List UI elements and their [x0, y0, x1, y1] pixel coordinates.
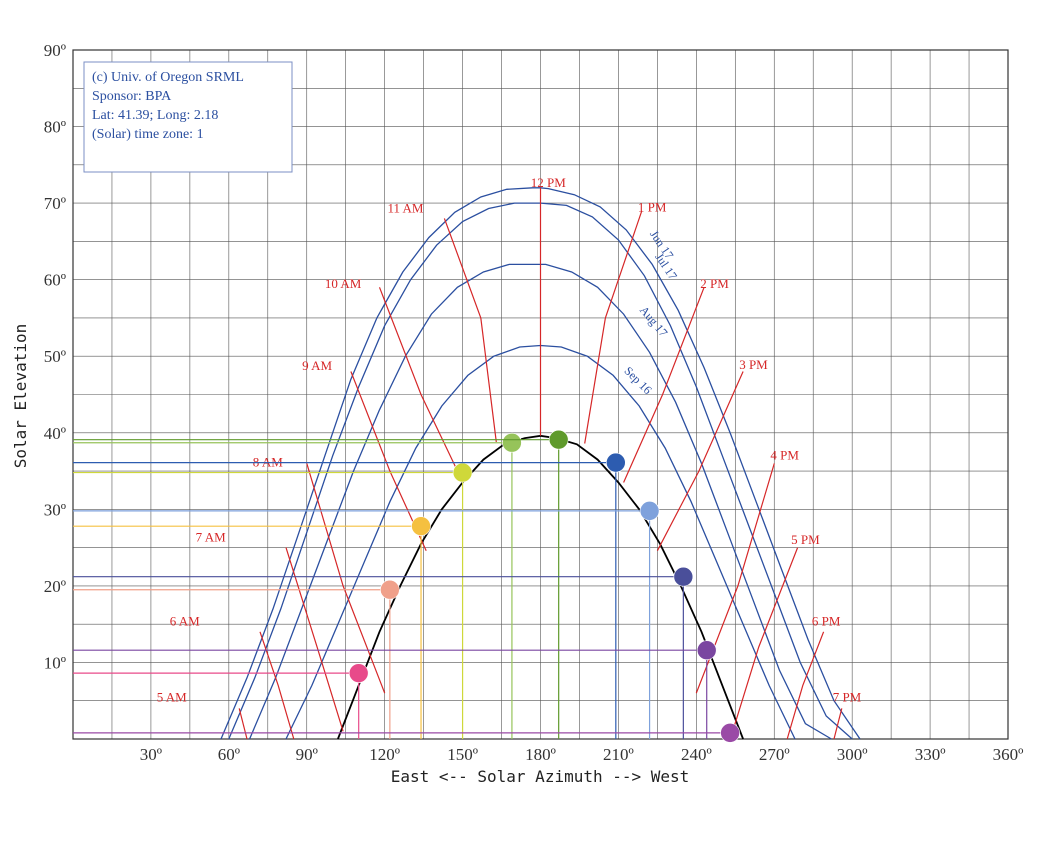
- x-tick-label: 270º: [759, 745, 790, 764]
- hour-label-12-pm: 12 PM: [531, 175, 566, 190]
- hour-line-5-pm: [732, 547, 799, 732]
- sun-point-3: [411, 516, 431, 536]
- sun-point-2: [380, 579, 400, 600]
- sun-point-4: [452, 462, 473, 483]
- y-tick-label: 30º: [44, 500, 66, 519]
- x-axis-title: East <-- Solar Azimuth --> West: [391, 767, 690, 786]
- info-line-timezone: (Solar) time zone: 1: [92, 127, 204, 142]
- plot-border: [72, 49, 1009, 740]
- hour-line-11-am: [443, 218, 497, 443]
- sun-point-1: [348, 663, 369, 683]
- x-tick-label: 180º: [525, 745, 556, 764]
- sun-point-7: [606, 452, 626, 473]
- hour-label-1-pm: 1 PM: [638, 200, 667, 215]
- y-tick-label: 70º: [44, 194, 66, 213]
- hour-label-10-am: 10 AM: [325, 276, 362, 291]
- y-tick-label: 90º: [44, 41, 66, 60]
- hour-label-11-am: 11 AM: [387, 200, 423, 215]
- info-line-copyright: (c) Univ. of Oregon SRML: [92, 70, 244, 85]
- sun-point-10: [696, 640, 717, 660]
- hour-label-5-pm: 5 PM: [791, 532, 820, 547]
- y-tick-label: 60º: [44, 271, 66, 290]
- info-line-sponsor: Sponsor: BPA: [92, 89, 172, 104]
- hour-label-3-pm: 3 PM: [739, 357, 768, 372]
- hour-label-5-am: 5 AM: [157, 689, 187, 704]
- hour-label-6-pm: 6 PM: [812, 614, 841, 629]
- x-tick-label: 150º: [447, 745, 478, 764]
- hour-label-4-pm: 4 PM: [770, 448, 799, 463]
- y-tick-label: 10º: [44, 653, 66, 672]
- plot-frame: [72, 49, 1009, 740]
- hour-line-8-am: [306, 463, 386, 694]
- hour-line-5-am: [238, 708, 248, 740]
- x-tick-label: 210º: [603, 745, 634, 764]
- hour-line-10-am: [378, 287, 464, 483]
- hour-line-1-pm: [584, 210, 643, 444]
- hour-line-7-am: [285, 547, 344, 732]
- hour-label-2-pm: 2 PM: [700, 276, 729, 291]
- x-tick-label: 300º: [837, 745, 868, 764]
- x-tick-label: 360º: [993, 745, 1024, 764]
- info-box-frame: [83, 61, 293, 173]
- sun-point-8: [639, 501, 660, 521]
- x-tick-label: 120º: [369, 745, 400, 764]
- x-tick-label: 330º: [915, 745, 946, 764]
- sun-point-11: [720, 723, 740, 743]
- x-tick-label: 90º: [296, 745, 318, 764]
- y-tick-label: 50º: [44, 347, 66, 366]
- y-tick-label: 20º: [44, 577, 66, 596]
- x-tick-label: 240º: [681, 745, 712, 764]
- hour-label-8-am: 8 AM: [253, 454, 283, 469]
- hour-line-2-pm: [623, 287, 705, 483]
- hour-label-6-am: 6 AM: [170, 614, 200, 629]
- hour-line-7-pm: [833, 708, 843, 740]
- info-box: (c) Univ. of Oregon SRML Sponsor: BPA La…: [83, 61, 293, 173]
- x-tick-label: 60º: [218, 745, 240, 764]
- tick-labels: 30º 60º 90º 120º 150º 180º 210º 240º 270º 300º 330…: [44, 41, 1024, 764]
- hour-label-9-am: 9 AM: [302, 358, 332, 373]
- hour-lines: 5 AM 6 AM 7 AM 8 AM 9 AM 10 AM 11 AM 12 PM 1 PM 2…: [157, 175, 862, 740]
- hour-line-6-pm: [786, 631, 825, 740]
- x-tick-label: 30º: [140, 745, 162, 764]
- sun-point-5: [502, 432, 522, 453]
- hour-label-7-am: 7 AM: [196, 529, 226, 544]
- sun-positions: [73, 429, 740, 743]
- sun-point-6: [548, 429, 569, 450]
- info-line-location: Lat: 41.39; Long: 2.18: [92, 108, 218, 123]
- sun-point-9: [673, 566, 694, 587]
- y-axis-title: Solar Elevation: [11, 324, 30, 469]
- hour-label-7-pm: 7 PM: [833, 689, 862, 704]
- y-tick-label: 40º: [44, 424, 66, 443]
- hour-line-3-pm: [656, 371, 744, 551]
- y-tick-label: 80º: [44, 118, 66, 137]
